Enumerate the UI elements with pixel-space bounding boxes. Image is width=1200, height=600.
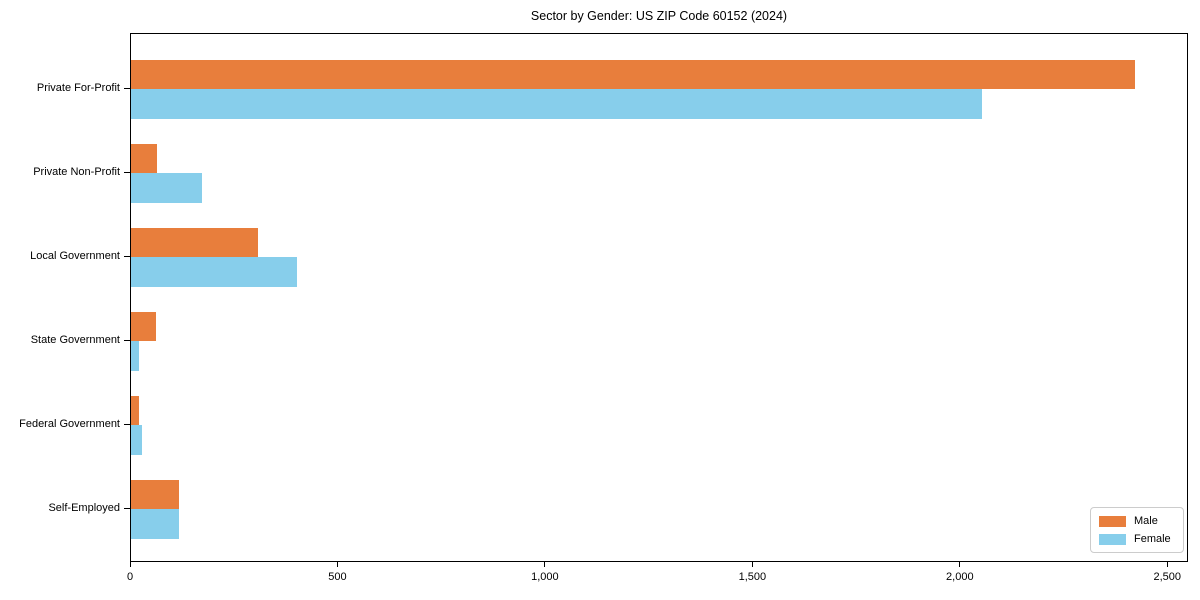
bar-female-2 (131, 173, 202, 203)
bar-female-5 (131, 425, 142, 455)
legend-entry-male: Male (1099, 515, 1175, 527)
legend-label-female: Female (1134, 533, 1171, 545)
bar-male-3 (131, 227, 258, 257)
bar-male-6 (131, 479, 180, 509)
legend-label-male: Male (1134, 515, 1158, 527)
y-tick-label: Private Non-Profit (33, 166, 120, 178)
bar-male-5 (131, 395, 140, 425)
chart-title: Sector by Gender: US ZIP Code 60152 (202… (530, 9, 788, 23)
plot-area (130, 33, 1188, 562)
x-tick (751, 562, 753, 567)
bar-male-4 (131, 311, 156, 341)
x-tick (1166, 562, 1168, 567)
x-tick-label: 500 (328, 571, 347, 583)
legend-entry-female: Female (1099, 533, 1175, 545)
x-tick (336, 562, 338, 567)
y-tick-label: Local Government (30, 250, 120, 262)
y-tick (124, 87, 130, 89)
x-tick-label: 2,500 (1153, 571, 1182, 583)
x-tick-label: 0 (126, 571, 134, 583)
x-tick-label: 2,000 (946, 571, 974, 583)
legend-swatch-male-icon (1099, 515, 1126, 527)
y-tick (124, 339, 130, 341)
x-tick (959, 562, 961, 567)
y-tick (124, 423, 130, 425)
bar-female-4 (131, 341, 139, 371)
x-tick-label: 1,500 (738, 571, 767, 583)
legend-swatch-female-icon (1099, 533, 1126, 545)
bar-male-2 (131, 143, 158, 173)
x-tick (544, 562, 546, 567)
x-tick-label: 1,000 (531, 571, 559, 583)
y-tick (124, 171, 130, 173)
y-tick-label: Federal Government (19, 418, 120, 430)
y-tick (124, 255, 130, 257)
y-tick-label: State Government (30, 334, 120, 346)
bar-male-1 (131, 59, 1136, 89)
bar-female-3 (131, 257, 297, 287)
y-tick (124, 507, 130, 509)
y-tick-label: Private For-Profit (36, 82, 120, 94)
bar-female-6 (131, 509, 180, 539)
x-tick (129, 562, 131, 567)
legend: Male Female (1090, 507, 1184, 553)
y-tick-label: Self-Employed (48, 502, 120, 514)
bar-female-1 (131, 89, 982, 119)
